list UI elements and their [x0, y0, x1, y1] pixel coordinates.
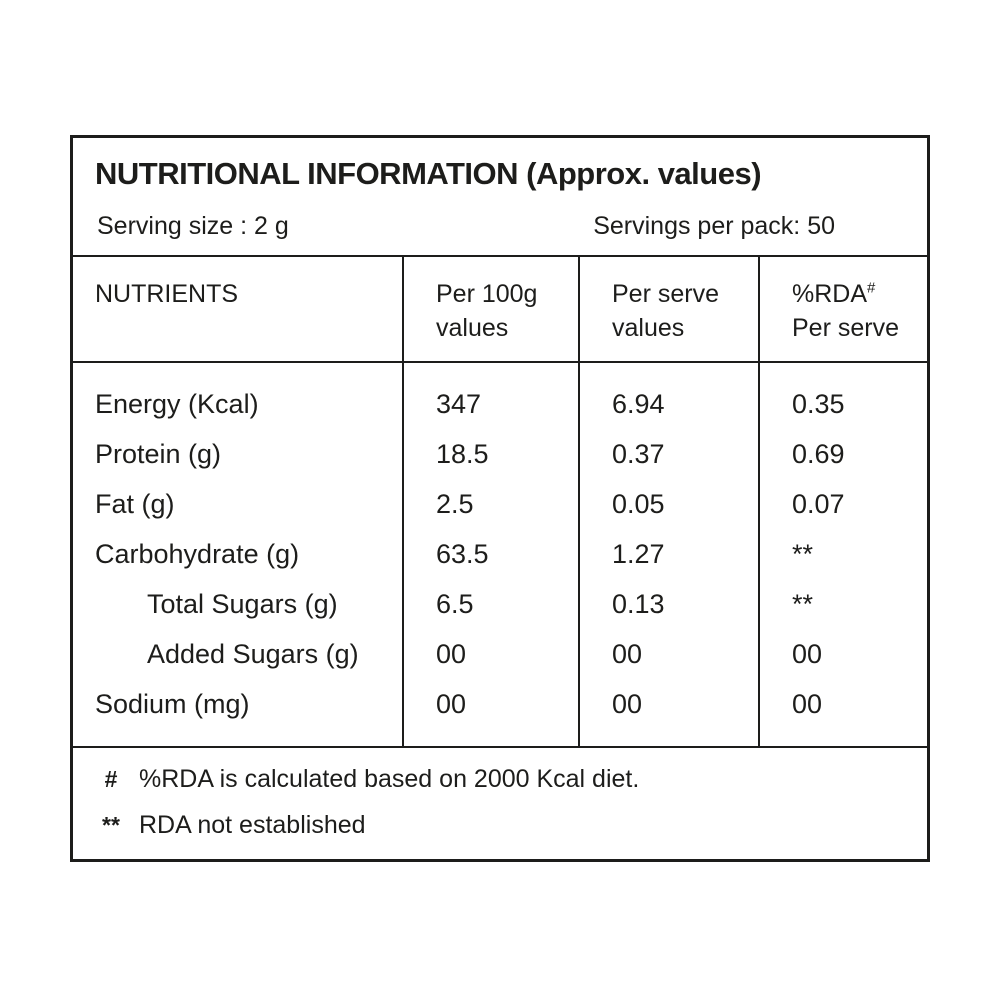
- footnote-hash-symbol: #: [104, 765, 118, 792]
- row-label-sodium: Sodium (mg): [95, 688, 250, 719]
- value-rda-carbohydrate: **: [792, 538, 814, 569]
- rda-footnote-marker: #: [867, 279, 876, 297]
- header-per-100g: Per 100g values: [402, 257, 578, 361]
- title-section: NUTRITIONAL INFORMATION (Approx. values)…: [73, 138, 927, 255]
- value-per100g-total-sugars: 6.5: [436, 588, 474, 619]
- nutrition-label: NUTRITIONAL INFORMATION (Approx. values)…: [70, 135, 930, 862]
- column-per-serve: 6.94 0.37 0.05 1.27 0.13 00 00: [578, 363, 758, 746]
- value-perserve-added-sugars: 00: [612, 638, 643, 669]
- table-body: Energy (Kcal) Protein (g) Fat (g) Carboh…: [73, 363, 927, 748]
- footnote-rda-text: %RDA is calculated based on 2000 Kcal di…: [139, 764, 640, 793]
- row-label-protein: Protein (g): [95, 438, 222, 469]
- column-nutrients: Energy (Kcal) Protein (g) Fat (g) Carboh…: [73, 363, 402, 746]
- footnote-not-established-text: RDA not established: [139, 810, 366, 839]
- value-per100g-fat: 2.5: [436, 488, 474, 519]
- value-rda-added-sugars: 00: [792, 638, 823, 669]
- value-perserve-carbohydrate: 1.27: [612, 538, 665, 569]
- value-per100g-protein: 18.5: [436, 438, 489, 469]
- header-per-serve: Per serve values: [578, 257, 758, 361]
- servings-per-pack-label: Servings per pack: 50: [593, 212, 835, 240]
- value-rda-protein: 0.69: [792, 438, 845, 469]
- row-label-energy: Energy (Kcal): [95, 388, 259, 419]
- value-rda-energy: 0.35: [792, 388, 845, 419]
- value-per100g-sodium: 00: [436, 688, 467, 719]
- footnotes-section: # %RDA is calculated based on 2000 Kcal …: [73, 748, 927, 859]
- page-title: NUTRITIONAL INFORMATION (Approx. values): [95, 156, 762, 191]
- serving-row: Serving size : 2 g Servings per pack: 50: [95, 212, 905, 241]
- table-header-row: NUTRIENTS Per 100g values Per serve valu…: [73, 255, 927, 363]
- value-rda-fat: 0.07: [792, 488, 845, 519]
- serving-size-label: Serving size : 2 g: [97, 212, 289, 240]
- row-label-added-sugars: Added Sugars (g): [147, 638, 359, 669]
- row-label-total-sugars: Total Sugars (g): [147, 588, 338, 619]
- footnote-not-established: ** RDA not established: [93, 802, 927, 848]
- value-per100g-carbohydrate: 63.5: [436, 538, 489, 569]
- column-rda: 0.35 0.69 0.07 ** ** 00 00: [758, 363, 927, 746]
- value-per100g-added-sugars: 00: [436, 638, 467, 669]
- value-perserve-fat: 0.05: [612, 488, 665, 519]
- value-rda-sodium: 00: [792, 688, 823, 719]
- row-label-carbohydrate: Carbohydrate (g): [95, 538, 300, 569]
- row-label-fat: Fat (g): [95, 488, 175, 519]
- value-per100g-energy: 347: [436, 388, 482, 419]
- footnote-asterisk-symbol: **: [102, 811, 120, 838]
- value-perserve-energy: 6.94: [612, 388, 665, 419]
- value-perserve-sodium: 00: [612, 688, 643, 719]
- header-nutrients: NUTRIENTS: [95, 280, 239, 308]
- column-per-100g: 347 18.5 2.5 63.5 6.5 00 00: [402, 363, 578, 746]
- header-rda: %RDA# Per serve: [758, 257, 927, 361]
- value-perserve-protein: 0.37: [612, 438, 665, 469]
- value-perserve-total-sugars: 0.13: [612, 588, 665, 619]
- value-rda-total-sugars: **: [792, 588, 814, 619]
- footnote-rda: # %RDA is calculated based on 2000 Kcal …: [93, 756, 927, 802]
